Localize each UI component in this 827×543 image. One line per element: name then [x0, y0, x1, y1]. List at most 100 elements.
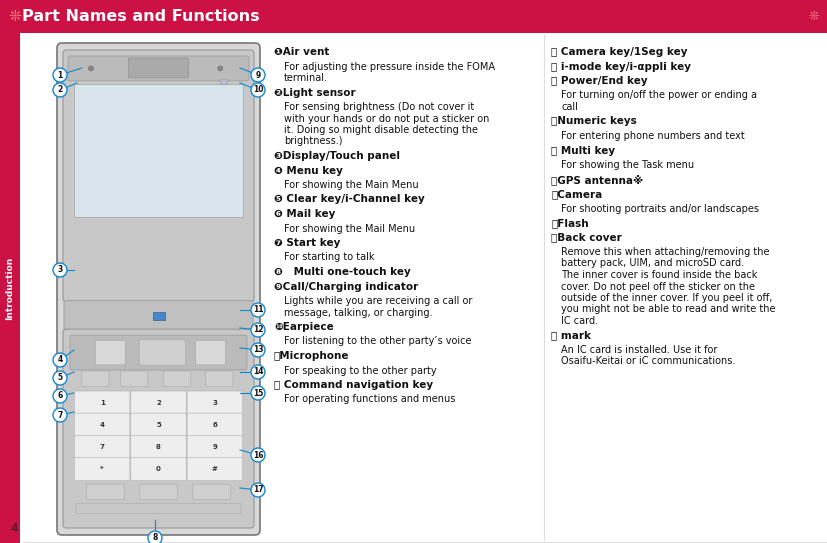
Text: For shooting portraits and/or landscapes: For shooting portraits and/or landscapes [561, 204, 759, 213]
Text: 10: 10 [253, 85, 263, 94]
Text: IC card.: IC card. [561, 316, 598, 326]
Text: For operating functions and menus: For operating functions and menus [284, 395, 456, 405]
Text: 13: 13 [253, 345, 263, 355]
Text: cover. Do not peel off the sticker on the: cover. Do not peel off the sticker on th… [561, 281, 755, 292]
Text: 4: 4 [99, 422, 105, 428]
Text: ㉒ mark: ㉒ mark [551, 331, 591, 340]
Text: For adjusting the pressure inside the FOMA: For adjusting the pressure inside the FO… [284, 61, 495, 72]
Bar [220, 79, 227, 84]
Text: 8: 8 [152, 534, 158, 542]
FancyBboxPatch shape [74, 391, 130, 414]
Text: 0: 0 [156, 466, 161, 472]
FancyBboxPatch shape [74, 413, 130, 437]
FancyBboxPatch shape [187, 435, 242, 458]
Text: ❾Call/Charging indicator: ❾Call/Charging indicator [274, 281, 418, 292]
Text: 5: 5 [156, 422, 161, 428]
Text: Introduction: Introduction [6, 256, 15, 320]
Text: ❿Earpiece: ❿Earpiece [274, 322, 334, 332]
Text: 17: 17 [253, 485, 263, 495]
Text: 14: 14 [253, 368, 263, 376]
Text: 3: 3 [213, 400, 218, 406]
Text: Osaifu-Keitai or iC communications.: Osaifu-Keitai or iC communications. [561, 357, 735, 367]
FancyBboxPatch shape [131, 413, 186, 437]
Text: An IC card is installed. Use it for: An IC card is installed. Use it for [561, 345, 717, 355]
Circle shape [53, 353, 67, 367]
Text: ⓱ Multi key: ⓱ Multi key [551, 146, 615, 155]
FancyBboxPatch shape [131, 391, 186, 414]
Text: ⓭ Camera key/1Seg key: ⓭ Camera key/1Seg key [551, 47, 687, 57]
Text: For starting to talk: For starting to talk [284, 252, 375, 262]
Text: message, talking, or charging.: message, talking, or charging. [284, 307, 433, 318]
Text: 7: 7 [57, 411, 63, 420]
Text: For listening to the other party’s voice: For listening to the other party’s voice [284, 337, 471, 346]
Text: 7: 7 [100, 444, 104, 450]
Text: ㉑Back cover: ㉑Back cover [551, 232, 622, 243]
Circle shape [53, 263, 67, 277]
Text: 15: 15 [253, 388, 263, 397]
Circle shape [251, 386, 265, 400]
Text: 1: 1 [100, 400, 104, 406]
Text: 4: 4 [10, 522, 17, 535]
Text: terminal.: terminal. [284, 73, 328, 83]
Text: For showing the Main Menu: For showing the Main Menu [284, 180, 418, 190]
Text: For showing the Task menu: For showing the Task menu [561, 160, 694, 170]
Text: 6: 6 [57, 392, 63, 401]
Text: For turning on/off the power or ending a: For turning on/off the power or ending a [561, 91, 757, 100]
Text: For sensing brightness (Do not cover it: For sensing brightness (Do not cover it [284, 102, 474, 112]
Circle shape [251, 323, 265, 337]
Text: ❊: ❊ [8, 9, 21, 24]
Text: ❻ Mail key: ❻ Mail key [274, 209, 336, 219]
FancyBboxPatch shape [163, 371, 190, 387]
Text: 6: 6 [213, 422, 218, 428]
Text: ⓴Flash: ⓴Flash [551, 218, 589, 228]
FancyBboxPatch shape [139, 340, 185, 365]
Bar [74, 84, 243, 217]
Text: ⓰Numeric keys: ⓰Numeric keys [551, 117, 637, 127]
Bar [0, 0, 827, 33]
Text: #: # [212, 466, 218, 472]
FancyBboxPatch shape [70, 335, 247, 370]
Circle shape [53, 68, 67, 82]
Text: outside of the inner cover. If you peel it off,: outside of the inner cover. If you peel … [561, 293, 772, 303]
Text: ❼ Start key: ❼ Start key [274, 238, 341, 248]
FancyBboxPatch shape [82, 371, 109, 387]
FancyBboxPatch shape [140, 484, 177, 500]
Text: 12: 12 [253, 325, 263, 334]
FancyBboxPatch shape [63, 329, 254, 528]
Circle shape [53, 408, 67, 422]
Text: 2: 2 [57, 85, 63, 94]
Circle shape [251, 303, 265, 317]
Text: The inner cover is found inside the back: The inner cover is found inside the back [561, 270, 758, 280]
Text: *: * [100, 466, 104, 472]
Text: Lights while you are receiving a call or: Lights while you are receiving a call or [284, 296, 472, 306]
Text: ❺ Clear key/i-Channel key: ❺ Clear key/i-Channel key [274, 194, 425, 205]
FancyBboxPatch shape [121, 371, 148, 387]
FancyBboxPatch shape [76, 504, 241, 513]
Text: 1: 1 [57, 71, 63, 79]
FancyBboxPatch shape [95, 340, 125, 365]
Circle shape [251, 68, 265, 82]
Circle shape [251, 365, 265, 379]
FancyBboxPatch shape [74, 435, 130, 458]
Text: For showing the Mail Menu: For showing the Mail Menu [284, 224, 415, 233]
Text: 16: 16 [253, 451, 263, 459]
Bar [0, 33, 20, 543]
Circle shape [148, 531, 162, 543]
Text: ❷Light sensor: ❷Light sensor [274, 87, 356, 98]
FancyBboxPatch shape [74, 458, 130, 481]
Text: 3: 3 [57, 266, 63, 275]
Text: ❹ Menu key: ❹ Menu key [274, 166, 343, 175]
Text: call: call [561, 102, 578, 112]
Text: ⓮ i-mode key/i-αppli key: ⓮ i-mode key/i-αppli key [551, 61, 691, 72]
Text: ❊: ❊ [809, 10, 819, 23]
FancyBboxPatch shape [87, 484, 124, 500]
Text: 9: 9 [256, 71, 261, 79]
FancyBboxPatch shape [187, 413, 242, 437]
Text: ⓫Microphone: ⓫Microphone [274, 351, 350, 361]
Circle shape [53, 83, 67, 97]
FancyBboxPatch shape [131, 435, 186, 458]
Text: ⓬ Command navigation key: ⓬ Command navigation key [274, 380, 433, 390]
FancyBboxPatch shape [193, 484, 230, 500]
Text: with your hands or do not put a sticker on: with your hands or do not put a sticker … [284, 113, 490, 123]
Text: ❽   Multi one-touch key: ❽ Multi one-touch key [274, 267, 411, 277]
